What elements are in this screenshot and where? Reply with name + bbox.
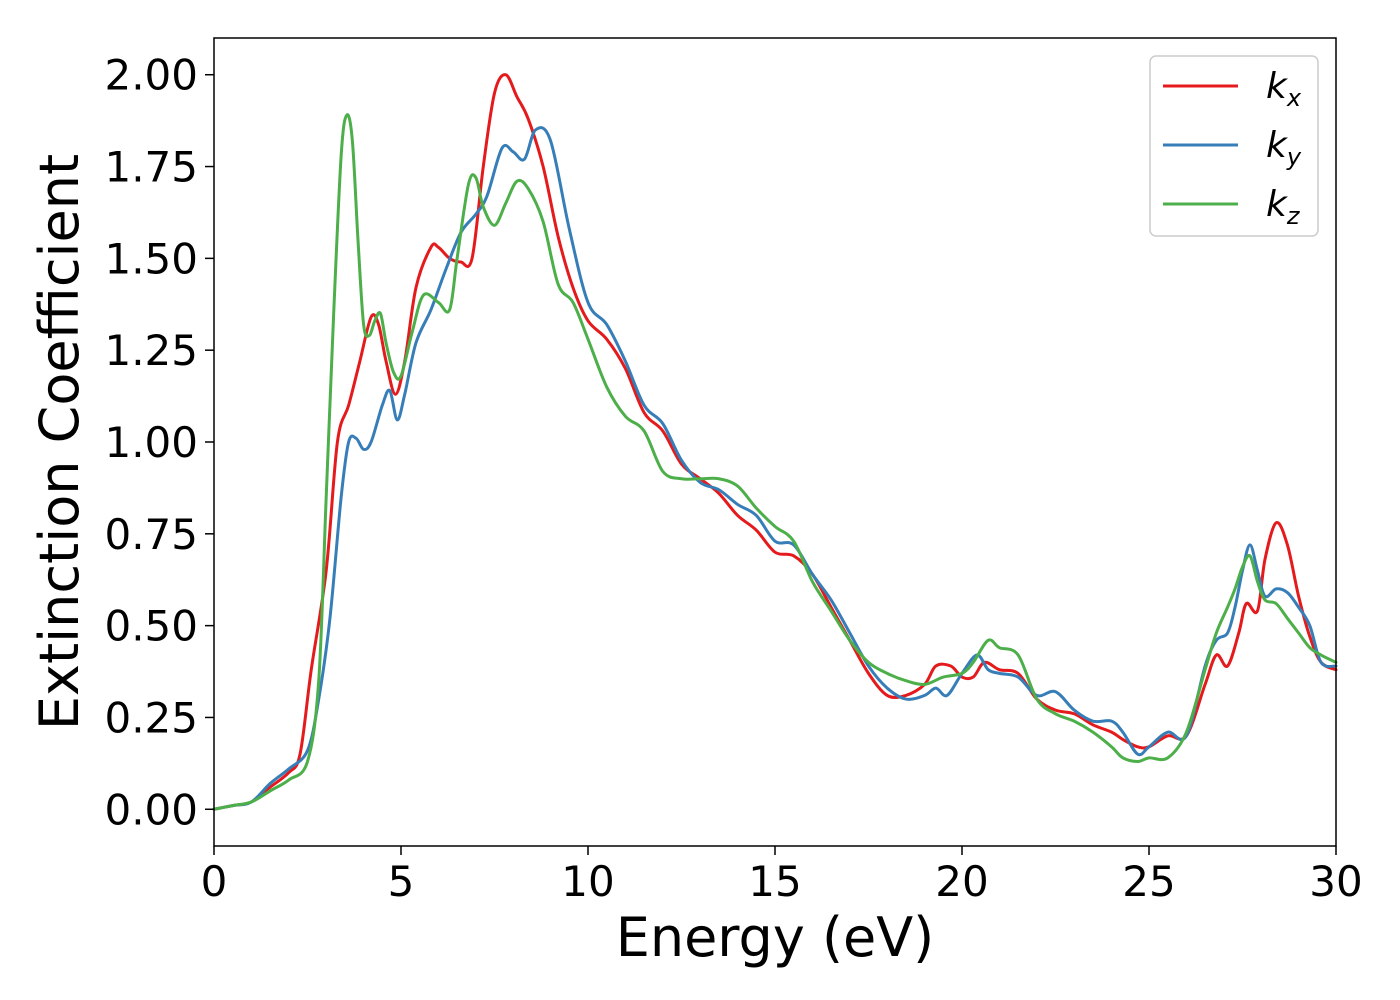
y-tick-label: 1.25 [104, 326, 198, 375]
x-tick-label: 0 [201, 857, 228, 906]
y-tick-label: 0.25 [104, 693, 198, 742]
y-tick-label: 1.00 [104, 418, 198, 467]
x-tick-label: 5 [388, 857, 415, 906]
y-axis-label: Extinction Coefficient [28, 154, 91, 730]
y-tick-label: 1.75 [104, 143, 198, 192]
x-axis-label: Energy (eV) [616, 906, 935, 969]
plot-area [214, 38, 1336, 846]
x-tick-label: 30 [1309, 857, 1362, 906]
y-tick-label: 2.00 [104, 51, 198, 100]
y-tick-label: 0.75 [104, 510, 198, 559]
y-axis: 0.00 0.25 0.50 0.75 1.00 1.25 1.50 1.75 2.00 [104, 51, 214, 834]
legend-label-y: ky [1266, 125, 1302, 171]
y-tick-label: 0.00 [104, 785, 198, 834]
x-tick-label: 15 [748, 857, 801, 906]
y-tick-label: 1.50 [104, 234, 198, 283]
x-tick-label: 20 [935, 857, 988, 906]
series-line-z [212, 113, 1338, 811]
x-tick-label: 10 [561, 857, 614, 906]
x-tick-label: 25 [1122, 857, 1175, 906]
x-axis: 0 5 10 15 20 25 30 [201, 846, 1363, 906]
y-tick-label: 0.50 [104, 602, 198, 651]
series-layer [212, 73, 1338, 811]
